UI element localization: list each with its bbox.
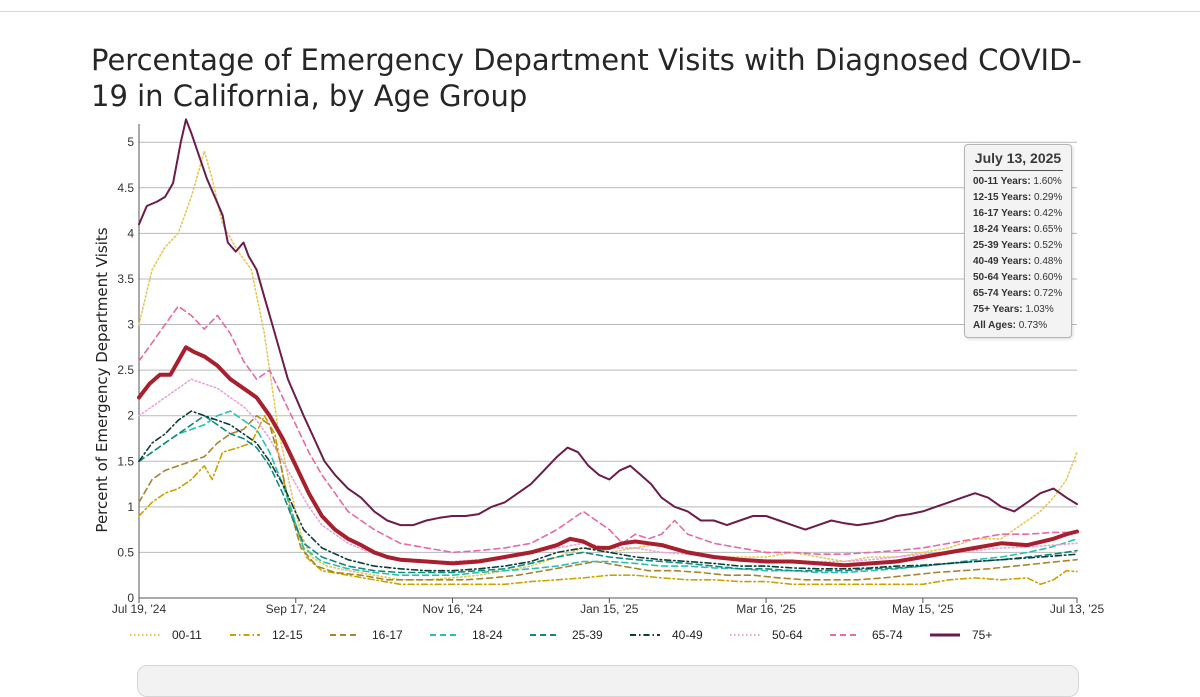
legend-label: 50-64 <box>772 628 803 642</box>
tooltip-row: All Ages: 0.73% <box>973 318 1063 334</box>
tooltip-rows: 00-11 Years: 1.60% 12-15 Years: 0.29% 16-1… <box>973 174 1063 334</box>
x-tick-label: May 15, '25 <box>892 602 954 616</box>
tooltip-row-value: 0.65% <box>1031 224 1063 235</box>
series-line-50-64[interactable] <box>138 378 1078 563</box>
page-title: Percentage of Emergency Department Visit… <box>91 43 1082 113</box>
tooltip-row: 75+ Years: 1.03% <box>973 302 1063 318</box>
legend-item-18-24[interactable]: 18-24 <box>430 628 503 642</box>
x-tick-label: Sep 17, '24 <box>266 602 327 616</box>
y-tick-label: 2.5 <box>117 363 134 377</box>
legend-label: 40-49 <box>672 628 703 642</box>
tooltip-row: 16-17 Years: 0.42% <box>973 206 1063 222</box>
y-tick-label: 5 <box>127 135 134 149</box>
y-tick-label: 3.5 <box>117 272 134 286</box>
tooltip-row-value: 0.52% <box>1031 240 1063 251</box>
series-line-65-74[interactable] <box>138 305 1078 555</box>
y-tick-label: 4.5 <box>117 181 134 195</box>
series-line-40-49[interactable] <box>138 410 1078 572</box>
legend: 00-11 12-15 16-17 18-24 25-39 40-49 50-64 65-74… <box>130 628 992 642</box>
x-tick-label: Jul 19, '24 <box>112 602 167 616</box>
y-tick-label: 1.5 <box>117 454 134 468</box>
x-tick-label: Jul 13, '25 <box>1050 602 1105 616</box>
y-tick-label: 2 <box>127 409 134 423</box>
y-axis-title: Percent of Emergency Department Visits <box>93 227 111 532</box>
legend-item-50-64[interactable]: 50-64 <box>730 628 803 642</box>
tooltip-row: 40-49 Years: 0.48% <box>973 254 1063 270</box>
legend-item-16-17[interactable]: 16-17 <box>330 628 403 642</box>
tooltip-row-value: 0.60% <box>1031 272 1063 283</box>
y-tick-label: 4 <box>127 226 134 240</box>
axes: 0 0.5 1 1.5 2 2.5 3 3.5 4 4.5 5 Jul 19, '24 Sep 17, … <box>112 124 1105 616</box>
y-tick-label: 3 <box>127 318 134 332</box>
tooltip-row-value: 1.60% <box>1030 176 1062 187</box>
legend-label: 00-11 <box>172 628 202 642</box>
legend-item-75-[interactable]: 75+ <box>930 628 992 642</box>
legend-item-00-11[interactable]: 00-11 <box>130 628 202 642</box>
series-line-all-ages[interactable] <box>137 345 1079 568</box>
bottom-panel <box>137 665 1079 697</box>
tooltip-row-label: 25-39 Years: <box>973 240 1032 251</box>
y-tick-label: 1 <box>127 500 134 514</box>
line-chart: 0 0.5 1 1.5 2 2.5 3 3.5 4 4.5 5 Jul 19, '24 Sep 17, … <box>93 118 1105 642</box>
top-divider <box>0 11 1200 12</box>
legend-label: 75+ <box>972 628 992 642</box>
y-tick-label: 0 <box>127 591 134 605</box>
tooltip-row-label: 12-15 Years: <box>973 192 1032 203</box>
tooltip-row-label: 50-64 Years: <box>973 272 1032 283</box>
tooltip-row: 12-15 Years: 0.29% <box>973 190 1063 206</box>
x-tick-label: Nov 16, '24 <box>422 602 483 616</box>
hover-tooltip: July 13, 2025 00-11 Years: 1.60% 12-15 Ye… <box>964 144 1072 338</box>
legend-label: 25-39 <box>572 628 603 642</box>
tooltip-row: 00-11 Years: 1.60% <box>973 174 1063 190</box>
series-line-12-15[interactable] <box>138 414 1078 586</box>
series-line-75-[interactable] <box>138 118 1078 531</box>
tooltip-row-label: 75+ Years: <box>973 304 1023 315</box>
series-line-00-11[interactable] <box>138 150 1078 581</box>
tooltip-row-label: 16-17 Years: <box>973 208 1032 219</box>
legend-item-12-15[interactable]: 12-15 <box>230 628 303 642</box>
tooltip-row-value: 0.72% <box>1031 288 1063 299</box>
x-tick-label: Jan 15, '25 <box>580 602 639 616</box>
tooltip-row-value: 0.42% <box>1031 208 1063 219</box>
y-tick-label: 0.5 <box>117 545 134 559</box>
tooltip-row: 65-74 Years: 0.72% <box>973 286 1063 302</box>
legend-label: 65-74 <box>872 628 903 642</box>
tooltip-row: 50-64 Years: 0.60% <box>973 270 1063 286</box>
series-line-16-17[interactable] <box>138 414 1078 581</box>
tooltip-row-value: 0.29% <box>1031 192 1063 203</box>
legend-item-65-74[interactable]: 65-74 <box>830 628 903 642</box>
legend-label: 12-15 <box>272 628 303 642</box>
series-line-25-39[interactable] <box>138 414 1078 574</box>
tooltip-row-value: 0.73% <box>1015 320 1048 331</box>
tooltip-row: 25-39 Years: 0.52% <box>973 238 1063 254</box>
series-lines <box>137 118 1079 586</box>
legend-item-25-39[interactable]: 25-39 <box>530 628 603 642</box>
legend-item-40-49[interactable]: 40-49 <box>630 628 703 642</box>
legend-label: 18-24 <box>472 628 503 642</box>
tooltip-date: July 13, 2025 <box>973 150 1063 171</box>
tooltip-row: 18-24 Years: 0.65% <box>973 222 1063 238</box>
tooltip-row-value: 1.03% <box>1022 304 1054 315</box>
tooltip-row-value: 0.48% <box>1031 256 1063 267</box>
tooltip-row-label: 00-11 Years: <box>973 176 1031 187</box>
tooltip-row-label: 40-49 Years: <box>973 256 1032 267</box>
legend-label: 16-17 <box>372 628 403 642</box>
tooltip-row-label: All Ages: <box>973 320 1016 331</box>
tooltip-row-label: 18-24 Years: <box>973 224 1032 235</box>
x-tick-label: Mar 16, '25 <box>736 602 796 616</box>
series-line-18-24[interactable] <box>138 410 1078 576</box>
tooltip-row-label: 65-74 Years: <box>973 288 1032 299</box>
